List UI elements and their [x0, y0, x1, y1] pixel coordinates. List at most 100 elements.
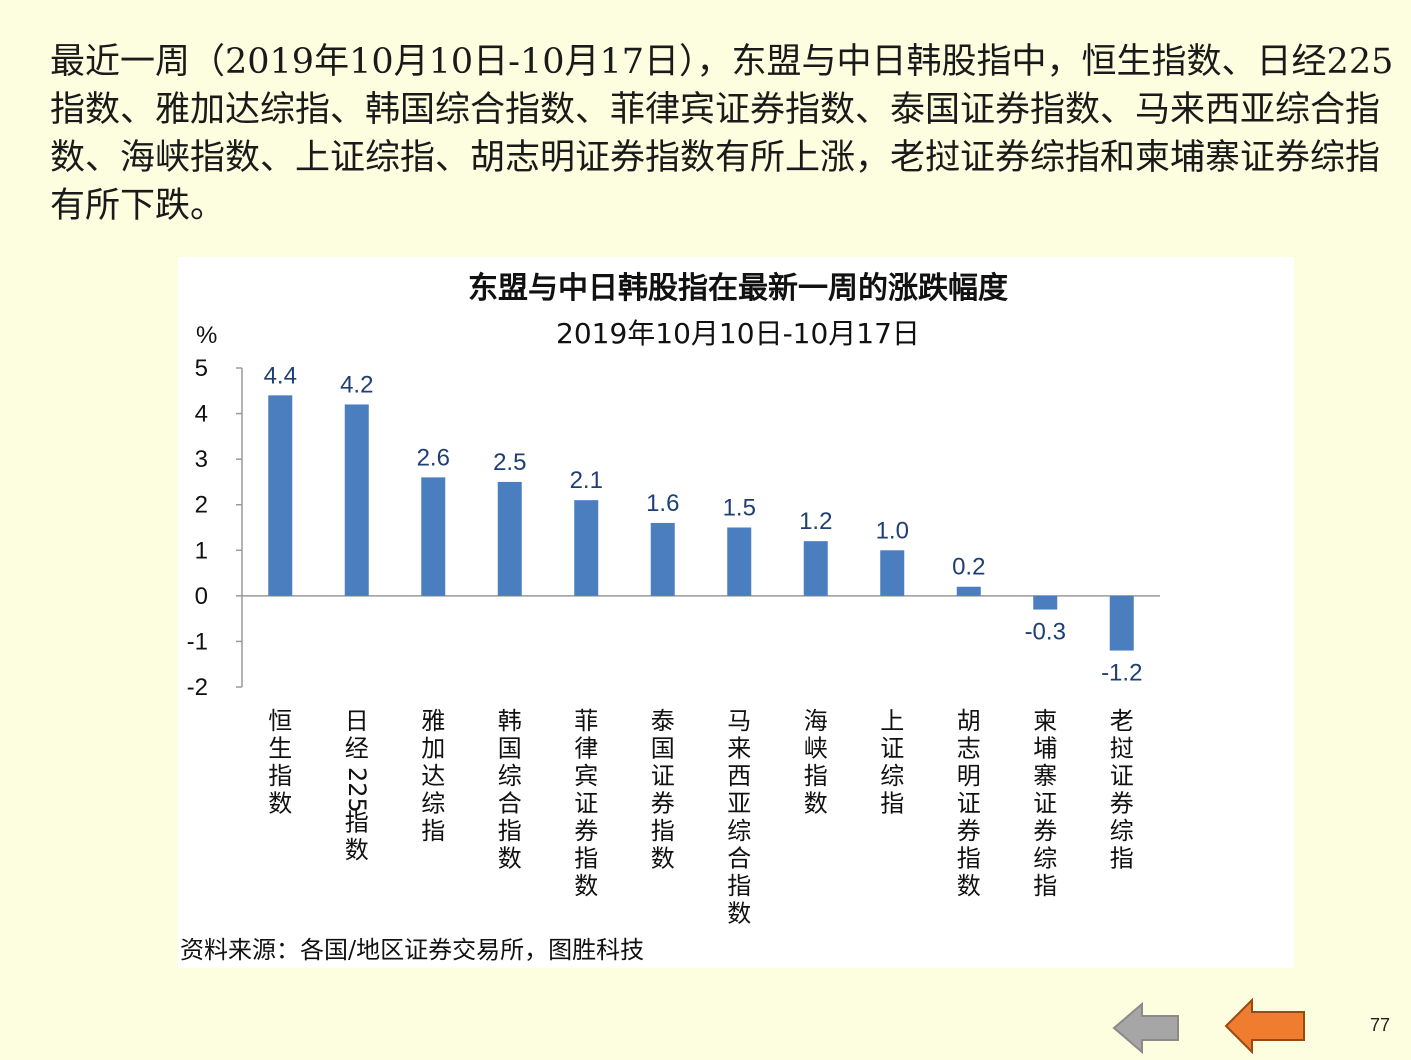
- category-label-char: 指: [804, 762, 828, 790]
- category-label: 菲律宾证券指数: [574, 707, 598, 900]
- y-tick-label: 5: [195, 355, 208, 382]
- y-axis-unit: %: [196, 322, 217, 349]
- bar-value-label: 4.4: [264, 362, 297, 389]
- category-label-char: 菲: [574, 707, 598, 735]
- category-label-char: 指: [1033, 872, 1057, 900]
- category-label: 雅加达综指: [421, 707, 445, 845]
- axes: 5 4 3 2 1 0 -1 -2: [187, 355, 1160, 701]
- category-label: 老挝证券综指: [1110, 707, 1134, 873]
- category-label: 马来西亚综合指数: [727, 707, 751, 928]
- category-label-char: 合: [727, 845, 751, 873]
- bar: [268, 395, 293, 596]
- category-label: 上证综指: [880, 707, 904, 818]
- category-label-char: 数: [498, 845, 522, 873]
- bar-value-label: 1.0: [876, 517, 909, 544]
- category-label-char: 证: [574, 790, 598, 818]
- category-label-char: 国: [651, 735, 675, 763]
- bar: [1109, 595, 1134, 651]
- category-label-char: 指: [880, 790, 904, 818]
- category-label-char: 海: [804, 707, 828, 735]
- category-label-char: 宾: [574, 762, 598, 790]
- category-label-char: 亚: [727, 790, 751, 818]
- category-label-char: 指: [498, 817, 522, 845]
- bar: [956, 586, 981, 596]
- category-label-char: 数: [651, 845, 675, 873]
- y-tick-label: 0: [195, 583, 208, 610]
- source-note: 资料来源：各国/地区证券交易所，图胜科技: [180, 936, 645, 964]
- category-label-char: 马: [727, 707, 751, 735]
- category-label-char: 数: [574, 872, 598, 900]
- category-label-char: 数: [957, 872, 981, 900]
- bar-value-label: -0.3: [1025, 619, 1066, 646]
- category-label: 恒生指数: [268, 707, 292, 818]
- intro-paragraph: 最近一周（2019年10月10日-10月17日），东盟与中日韩股指中，恒生指数、…: [50, 42, 1394, 226]
- page-number: 77: [1370, 1015, 1391, 1035]
- category-label-digits: 225: [343, 767, 371, 813]
- category-label-char: 柬: [1033, 707, 1057, 735]
- category-label-char: 律: [574, 735, 598, 763]
- bar: [421, 477, 446, 596]
- category-label-char: 指: [421, 817, 445, 845]
- category-label-char: 指: [268, 762, 292, 790]
- bar-value-label: 1.2: [799, 508, 832, 535]
- left-arrow-icon: [1112, 1001, 1179, 1055]
- category-label-char: 指: [651, 817, 675, 845]
- category-label-char: 指: [957, 845, 981, 873]
- y-tick-label: 1: [195, 537, 208, 564]
- category-label-char: 证: [957, 790, 981, 818]
- category-label-char: 埔: [1033, 735, 1057, 763]
- bar-value-label: 1.6: [646, 490, 679, 517]
- y-tick-label: -2: [187, 674, 208, 701]
- category-label-char: 国: [498, 735, 522, 763]
- category-label-char: 证: [1110, 762, 1134, 790]
- category-label-char: 合: [498, 790, 522, 818]
- category-label-char: 数: [727, 900, 751, 928]
- category-label-char: 综: [880, 762, 904, 790]
- chart-title: 东盟与中日韩股指在最新一周的涨跌幅度: [468, 271, 1008, 306]
- data-labels: 4.4 4.2 2.6 2.5 2.1 1.6 1.5 1.2 1.0 0.2 -0.3 -1.2: [264, 362, 1143, 686]
- category-label: 胡志明证券指数: [957, 707, 981, 900]
- category-label-char: 综: [1110, 817, 1134, 845]
- category-label-char: 数: [268, 790, 292, 818]
- category-label-char: 明: [957, 762, 981, 790]
- category-label-char: 挝: [1110, 735, 1134, 763]
- category-label-char: 雅: [421, 707, 445, 735]
- category-label-char: 综: [727, 817, 751, 845]
- bar-value-label: 0.2: [952, 554, 985, 581]
- y-tick-label: 4: [195, 401, 208, 428]
- category-label-char: 数: [345, 836, 369, 864]
- category-label-char: 指: [727, 872, 751, 900]
- category-label-char: 券: [1110, 790, 1134, 818]
- category-label: 柬埔寨证券综指: [1033, 707, 1057, 900]
- category-label-char: 生: [268, 735, 292, 763]
- category-label: 日经 225指数: [343, 707, 371, 864]
- y-tick-label: -1: [187, 628, 208, 655]
- category-label-char: 数: [804, 790, 828, 818]
- category-label-char: 券: [651, 790, 675, 818]
- category-label-char: 证: [880, 735, 904, 763]
- category-label-char: 综: [421, 790, 445, 818]
- category-label-char: 上: [880, 707, 904, 735]
- bar: [880, 550, 905, 596]
- back-arrow-button[interactable]: [1112, 1000, 1184, 1060]
- category-label-char: 胡: [957, 707, 981, 735]
- category-label-char: 日: [345, 707, 369, 735]
- category-label-char: 指: [1110, 845, 1134, 873]
- category-label-char: 证: [1033, 790, 1057, 818]
- category-label-char: 西: [727, 762, 751, 790]
- category-label-char: 券: [574, 817, 598, 845]
- bars: [268, 395, 1134, 651]
- category-label-char: 加: [421, 735, 445, 763]
- bar-value-label: 1.5: [723, 495, 756, 522]
- y-tick-label: 3: [195, 446, 208, 473]
- category-label-char: 达: [421, 762, 445, 790]
- bar-value-label: 2.6: [417, 444, 450, 471]
- category-label-char: 老: [1110, 707, 1134, 735]
- bar-value-label: 2.1: [570, 467, 603, 494]
- category-label-char: 韩: [498, 707, 522, 735]
- orange-arrow-icon: [1224, 997, 1305, 1055]
- bar: [650, 522, 675, 596]
- forward-arrow-button[interactable]: [1224, 996, 1308, 1056]
- category-label-char: 志: [957, 735, 981, 763]
- bar-value-label: -1.2: [1101, 660, 1142, 687]
